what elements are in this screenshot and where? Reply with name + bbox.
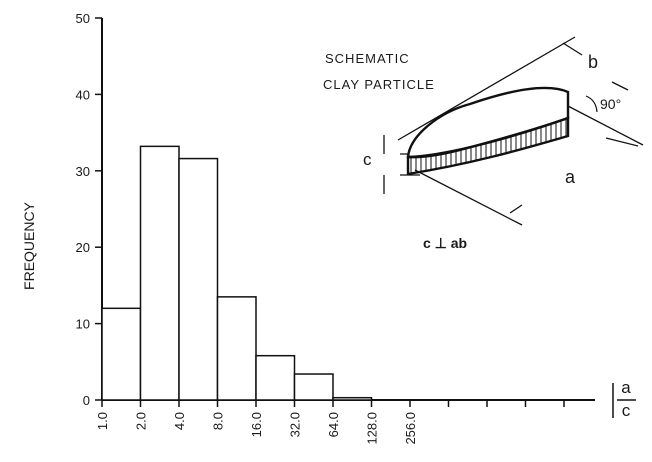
schematic-clay-particle-inset: SCHEMATIC CLAY PARTICLE b a c 90° c ⊥ ab [323,36,644,251]
histogram-bar [293,373,334,401]
inset-guide-line-bottom [414,169,523,226]
x-tick-label: 1.0 [95,412,110,430]
histogram-bar [216,296,257,401]
x-tick-label: 32.0 [288,412,303,437]
x-ticks: 1.0 2.0 4.0 8.0 16.0 32.0 64.0 128.0 256.0 [95,400,565,445]
inset-title-line2: CLAY PARTICLE [323,77,435,92]
histogram-bar [332,396,373,401]
histogram-bar [139,145,180,401]
y-axis-label: FREQUENCY [21,201,37,290]
inset-arrow-a-lower [509,204,523,214]
inset-relation-text: c ⊥ ab [423,235,467,251]
inset-title-line1: SCHEMATIC [325,51,410,66]
x-tick-label: 128.0 [365,412,380,445]
y-tick-label: 0 [83,393,90,408]
inset-label-angle: 90° [600,96,621,112]
inset-label-c: c [363,150,372,169]
inset-label-b: b [588,52,598,72]
x-tick-label: 2.0 [134,412,149,430]
inset-guide-line-top [397,36,576,141]
inset-particle-side-face [406,116,570,176]
inset-arrow-b-bottom [611,81,629,91]
histogram-bar [101,307,142,401]
histogram-bar [255,354,296,401]
y-tick-label: 40 [76,87,90,102]
histogram-bar [178,157,219,401]
x-tick-label: 64.0 [326,412,341,437]
x-axis-label-numerator: a [621,378,631,397]
x-tick-label: 256.0 [403,412,418,445]
x-tick-label: 4.0 [172,412,187,430]
y-tick-label: 50 [76,11,90,26]
x-tick-label: 8.0 [211,412,226,430]
y-ticks: 0 10 20 30 40 50 [76,11,102,408]
y-tick-label: 20 [76,240,90,255]
y-tick-label: 30 [76,164,90,179]
inset-arrow-b-top [562,42,583,56]
inset-label-a: a [565,167,576,187]
y-tick-label: 10 [76,317,90,332]
x-axis-label-denominator: c [622,401,631,420]
bars [101,145,373,401]
inset-arrow-a [605,137,639,147]
inset-right-angle-arc [585,95,598,113]
x-tick-label: 16.0 [249,412,264,437]
inset-guide-line-b-side [565,104,644,146]
